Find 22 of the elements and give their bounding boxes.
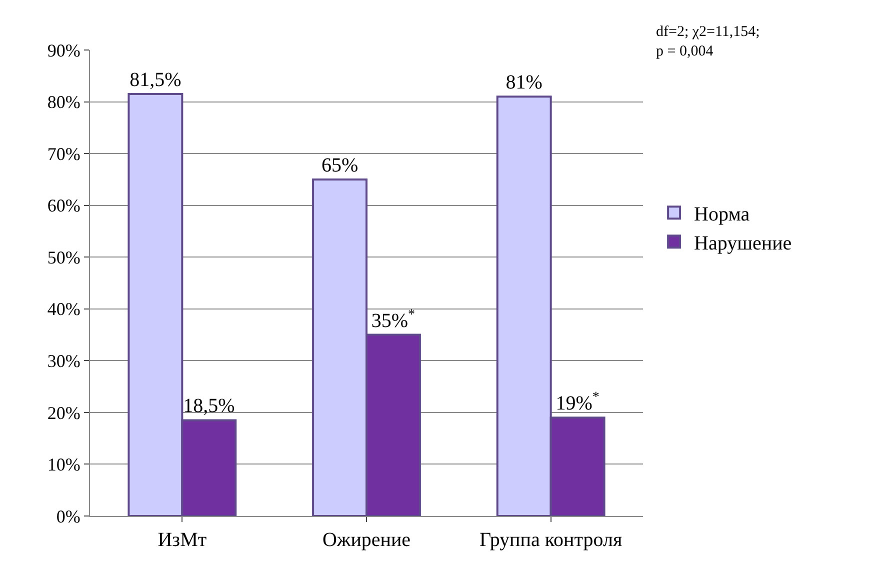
y-tick-label: 60% bbox=[47, 196, 80, 216]
y-tick-label: 50% bbox=[47, 247, 80, 268]
x-tick-label: Ожирение bbox=[322, 529, 411, 551]
y-tick-label: 90% bbox=[47, 40, 80, 60]
y-tick-label: 20% bbox=[47, 402, 80, 423]
x-tick-label: ИзМт bbox=[158, 529, 207, 551]
data-label: 19%$^{*}$ bbox=[556, 390, 600, 415]
data-label: 81% bbox=[506, 72, 542, 94]
x-tick-label: Группа контроля bbox=[480, 529, 622, 551]
y-tick-label: 0% bbox=[56, 506, 80, 526]
data-label: 65% bbox=[321, 154, 358, 176]
text: df=2; χ2=11,154; p = 0,004 bbox=[656, 24, 760, 60]
data-label: 18,5% bbox=[183, 395, 235, 418]
data-label: 35%$^{*}$ bbox=[371, 307, 416, 332]
y-tick-label: 30% bbox=[47, 350, 80, 371]
y-tick-label: 80% bbox=[47, 92, 80, 112]
legend-label: Норма bbox=[694, 203, 750, 226]
y-tick-label: 10% bbox=[47, 454, 80, 475]
y-tick-label: 40% bbox=[47, 299, 80, 320]
y-tick-label: 70% bbox=[47, 144, 80, 164]
data-label: 81,5% bbox=[130, 69, 182, 92]
legend-label: Нарушение bbox=[694, 232, 792, 254]
